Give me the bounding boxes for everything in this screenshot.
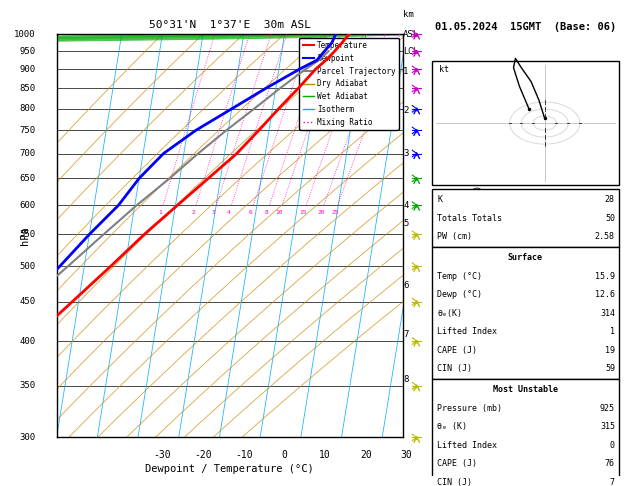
Text: Temp (°C): Temp (°C) <box>438 272 482 281</box>
Text: 20: 20 <box>360 450 372 459</box>
Text: 2: 2 <box>192 210 195 215</box>
Text: Surface: Surface <box>508 253 543 262</box>
Text: 1: 1 <box>403 67 409 76</box>
Text: 550: 550 <box>19 230 36 239</box>
Text: 7: 7 <box>403 330 409 339</box>
Title: 50°31'N  1°37'E  30m ASL: 50°31'N 1°37'E 30m ASL <box>148 20 311 31</box>
Text: LCL: LCL <box>403 47 418 56</box>
Text: km: km <box>403 10 414 19</box>
Text: 850: 850 <box>19 84 36 93</box>
Text: 900: 900 <box>19 65 36 74</box>
Bar <box>431 247 619 380</box>
Text: 4: 4 <box>403 201 409 209</box>
Text: CAPE (J): CAPE (J) <box>438 459 477 469</box>
Text: 20: 20 <box>317 210 325 215</box>
Text: 314: 314 <box>600 309 615 318</box>
Text: ASL: ASL <box>403 30 420 39</box>
Text: -10: -10 <box>235 450 253 459</box>
Bar <box>431 61 619 186</box>
Text: Mixing Ratio (g/kg): Mixing Ratio (g/kg) <box>474 185 483 287</box>
Text: 12.6: 12.6 <box>595 290 615 299</box>
Text: CIN (J): CIN (J) <box>438 478 472 486</box>
Text: 1: 1 <box>610 327 615 336</box>
Text: 3: 3 <box>212 210 216 215</box>
Text: Totals Totals: Totals Totals <box>438 214 503 223</box>
Text: 28: 28 <box>605 195 615 204</box>
Text: 600: 600 <box>19 201 36 209</box>
Text: 800: 800 <box>19 104 36 113</box>
Text: 30: 30 <box>401 450 413 459</box>
Text: 50: 50 <box>605 214 615 223</box>
Text: 700: 700 <box>19 149 36 158</box>
Text: 25: 25 <box>331 210 338 215</box>
Text: Pressure (mb): Pressure (mb) <box>438 404 503 413</box>
Text: 10: 10 <box>276 210 283 215</box>
Text: 315: 315 <box>600 422 615 432</box>
Legend: Temperature, Dewpoint, Parcel Trajectory, Dry Adiabat, Wet Adiabat, Isotherm, Mi: Temperature, Dewpoint, Parcel Trajectory… <box>299 38 399 130</box>
Text: 40: 40 <box>442 450 454 459</box>
Bar <box>431 189 619 247</box>
Text: 15: 15 <box>299 210 307 215</box>
Text: 2.58: 2.58 <box>595 232 615 241</box>
Text: 750: 750 <box>19 126 36 135</box>
Text: 3: 3 <box>403 149 409 158</box>
Text: 4: 4 <box>227 210 231 215</box>
Text: 350: 350 <box>19 381 36 390</box>
Text: -20: -20 <box>194 450 212 459</box>
Text: 8: 8 <box>403 375 409 383</box>
Text: Dewp (°C): Dewp (°C) <box>438 290 482 299</box>
Text: PW (cm): PW (cm) <box>438 232 472 241</box>
Text: K: K <box>438 195 442 204</box>
Text: 6: 6 <box>248 210 252 215</box>
Text: 7: 7 <box>610 478 615 486</box>
Text: 15.9: 15.9 <box>595 272 615 281</box>
Text: θₑ (K): θₑ (K) <box>438 422 467 432</box>
Text: 1000: 1000 <box>14 30 36 38</box>
Text: 59: 59 <box>605 364 615 373</box>
Text: 0: 0 <box>282 450 287 459</box>
Text: kt: kt <box>440 66 449 74</box>
Bar <box>431 380 619 486</box>
Text: θₑ(K): θₑ(K) <box>438 309 462 318</box>
Text: 10: 10 <box>320 450 331 459</box>
Text: 8: 8 <box>265 210 269 215</box>
Text: 500: 500 <box>19 262 36 271</box>
Text: 76: 76 <box>605 459 615 469</box>
Text: 01.05.2024  15GMT  (Base: 06): 01.05.2024 15GMT (Base: 06) <box>435 21 616 32</box>
Text: -30: -30 <box>153 450 171 459</box>
Text: 5: 5 <box>403 219 409 228</box>
Text: Most Unstable: Most Unstable <box>493 385 558 395</box>
Text: 400: 400 <box>19 336 36 346</box>
Text: CIN (J): CIN (J) <box>438 364 472 373</box>
Text: hPa: hPa <box>21 226 30 245</box>
Text: 19: 19 <box>605 346 615 355</box>
Text: 0: 0 <box>610 441 615 450</box>
Text: 2: 2 <box>403 106 409 115</box>
Text: Lifted Index: Lifted Index <box>438 441 498 450</box>
Text: © weatheronline.co.uk: © weatheronline.co.uk <box>473 464 577 472</box>
Text: Dewpoint / Temperature (°C): Dewpoint / Temperature (°C) <box>145 464 314 474</box>
Text: 450: 450 <box>19 297 36 306</box>
Text: 950: 950 <box>19 47 36 56</box>
Text: 6: 6 <box>403 281 409 290</box>
Text: 925: 925 <box>600 404 615 413</box>
Text: 300: 300 <box>19 433 36 442</box>
Text: 1: 1 <box>159 210 162 215</box>
Text: 650: 650 <box>19 174 36 183</box>
Text: CAPE (J): CAPE (J) <box>438 346 477 355</box>
Text: Lifted Index: Lifted Index <box>438 327 498 336</box>
